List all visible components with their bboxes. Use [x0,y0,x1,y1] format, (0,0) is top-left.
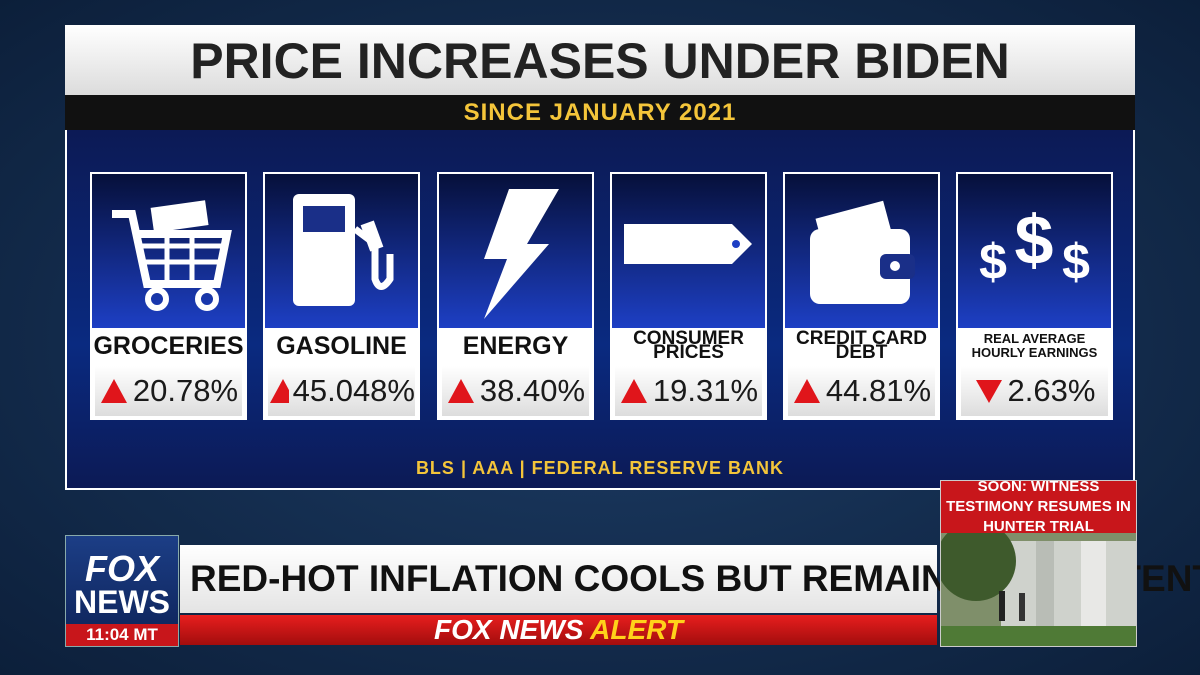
card-icon [92,174,245,328]
trend-arrow [620,379,647,403]
card-value: 44.81% [825,373,932,408]
logo-top: FOX [84,548,159,589]
channel-logo: FOX NEWS 11:04 MT [65,535,179,647]
card-label: GASOLINE [265,328,418,364]
graphic-title: PRICE INCREASES UNDER BIDEN [65,25,1135,95]
metric-card: CONSUMER PRICES 19.31% [610,172,767,420]
card-value-box: 19.31% [615,366,762,416]
trend-arrow [270,379,289,403]
card-label: ENERGY [439,328,592,364]
graphic-subtitle: SINCE JANUARY 2021 [65,95,1135,130]
metric-card: CREDIT CARD DEBT 44.81% [783,172,940,420]
metric-card: ENERGY 38.40% [437,172,594,420]
trend-arrow [975,380,1002,403]
clock: 11:04 MT [66,624,178,646]
card-label: GROCERIES [92,328,245,364]
svg-text:$: $ [979,234,1007,290]
svg-text:$: $ [1062,234,1090,290]
icon-graphic [112,200,232,311]
source-line: BLS | AAA | FEDERAL RESERVE BANK [415,458,785,478]
trend-arrow [447,379,474,403]
icon-graphic [484,189,559,319]
icon-graphic [293,194,394,306]
card-value-box: 45.048% [268,366,415,416]
icon-graphic [624,224,752,264]
card-value: 19.31% [652,373,759,408]
card-value-box: 44.81% [788,366,935,416]
metric-card: GROCERIES 20.78% [90,172,247,420]
alert-word: ALERT [590,614,683,645]
card-icon [439,174,592,328]
headline: RED-HOT INFLATION COOLS BUT REMAINS PERS… [180,545,1200,613]
card-value: 38.40% [479,373,586,408]
card-icon: $ $ $ [958,174,1111,328]
card-value: 2.63% [1007,373,1096,408]
card-label: REAL AVERAGE HOURLY EARNINGS [958,328,1111,364]
icon-graphic [810,200,915,304]
icon-graphic: $ $ $ [979,201,1090,290]
inset-video: SOON: WITNESS TESTIMONY RESUMES IN HUNTE… [940,480,1137,647]
svg-text:$: $ [1015,201,1054,279]
card-value-box: 38.40% [442,366,589,416]
card-value: 45.048% [292,373,415,408]
card-icon [785,174,938,328]
trend-arrow [100,379,127,403]
card-value-box: 20.78% [95,366,242,416]
card-icon [612,174,765,328]
logo-bottom: NEWS [74,584,170,620]
card-value-box: 2.63% [961,366,1108,416]
card-label: CREDIT CARD DEBT [785,328,938,364]
metric-card: GASOLINE 45.048% [263,172,420,420]
alert-bar: FOX NEWS ALERT [180,615,937,645]
inset-scene [941,521,1136,646]
inset-caption: SOON: WITNESS TESTIMONY RESUMES IN HUNTE… [941,481,1136,535]
card-value: 20.78% [132,373,239,408]
card-icon [265,174,418,328]
card-label: CONSUMER PRICES [612,328,765,364]
alert-brand: FOX NEWS [434,614,584,645]
trend-arrow [793,379,820,403]
metric-card: $ $ $ REAL AVERAGE HOURLY EARNINGS 2.63% [956,172,1113,420]
